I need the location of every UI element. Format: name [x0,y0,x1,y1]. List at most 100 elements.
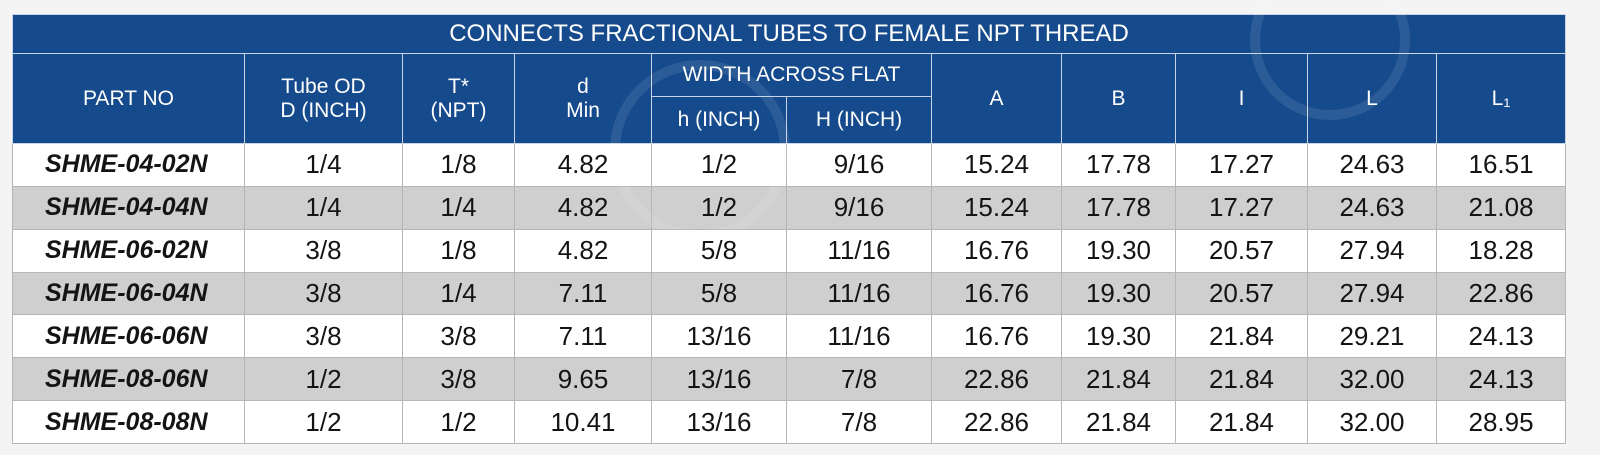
cell-thread: 1/2 [402,400,515,444]
cell-l: 27.94 [1307,271,1437,316]
cell-i: 17.27 [1175,143,1308,187]
table-row: SHME-08-06N 1/2 3/8 9.65 13/16 7/8 22.86 21.84 2… [12,357,1567,402]
cell-part-no: SHME-08-08N [12,400,245,444]
cell-tube-od: 3/8 [244,271,403,316]
cell-l: 32.00 [1307,400,1437,444]
table-row: SHME-06-04N 3/8 1/4 7.11 5/8 11/16 16.76 19.30 2… [12,271,1567,316]
cell-h-large: 11/16 [786,271,932,316]
spec-table-container: CONNECTS FRACTIONAL TUBES TO FEMALE NPT … [11,14,1567,444]
cell-thread: 1/8 [402,228,515,273]
cell-d-min: 7.11 [514,271,652,316]
cell-l: 24.63 [1307,185,1437,230]
cell-i: 20.57 [1175,228,1308,273]
cell-tube-od: 1/4 [244,143,403,187]
cell-a: 22.86 [931,357,1062,402]
cell-l: 32.00 [1307,357,1437,402]
cell-b: 19.30 [1061,228,1176,273]
cell-thread: 1/4 [402,271,515,316]
table-row: SHME-06-02N 3/8 1/8 4.82 5/8 11/16 16.76 19.30 2… [12,228,1567,273]
cell-l1: 24.13 [1435,314,1567,359]
cell-h-small: 5/8 [651,271,787,316]
cell-i: 20.57 [1175,271,1308,316]
cell-tube-od: 3/8 [244,228,403,273]
header-tube-od: Tube OD D (INCH) [244,53,403,144]
spec-table: CONNECTS FRACTIONAL TUBES TO FEMALE NPT … [11,14,1567,444]
cell-h-small: 1/2 [651,143,787,187]
header-i: I [1175,53,1308,144]
table-row: SHME-04-04N 1/4 1/4 4.82 1/2 9/16 15.24 17.78 17… [12,185,1567,230]
cell-b: 19.30 [1061,314,1176,359]
cell-h-large: 9/16 [786,143,932,187]
cell-a: 15.24 [931,185,1062,230]
cell-i: 21.84 [1175,357,1308,402]
header-a: A [931,53,1062,144]
header-d-min-line1: d [577,74,589,98]
cell-thread: 1/8 [402,143,515,187]
cell-h-small: 5/8 [651,228,787,273]
spec-table-body: SHME-04-02N 1/4 1/8 4.82 1/2 9/16 15.24 17.78 17… [12,143,1567,444]
cell-tube-od: 3/8 [244,314,403,359]
cell-b: 17.78 [1061,143,1176,187]
cell-h-large: 7/8 [786,357,932,402]
cell-b: 17.78 [1061,185,1176,230]
header-tube-od-line2: D (INCH) [280,98,367,122]
cell-thread: 3/8 [402,357,515,402]
cell-a: 16.76 [931,314,1062,359]
table-row: SHME-04-02N 1/4 1/8 4.82 1/2 9/16 15.24 17.78 17… [12,143,1567,187]
cell-h-small: 13/16 [651,400,787,444]
cell-part-no: SHME-06-04N [12,271,245,316]
cell-thread: 1/4 [402,185,515,230]
cell-part-no: SHME-04-04N [12,185,245,230]
cell-thread: 3/8 [402,314,515,359]
cell-l1: 22.86 [1435,271,1567,316]
cell-b: 21.84 [1061,357,1176,402]
cell-l1: 16.51 [1435,143,1567,187]
cell-a: 16.76 [931,271,1062,316]
cell-tube-od: 1/4 [244,185,403,230]
cell-a: 22.86 [931,400,1062,444]
cell-a: 15.24 [931,143,1062,187]
cell-d-min: 10.41 [514,400,652,444]
cell-part-no: SHME-06-06N [12,314,245,359]
cell-d-min: 4.82 [514,228,652,273]
header-h-small-inch: h (INCH) [651,96,787,144]
cell-i: 21.84 [1175,314,1308,359]
cell-a: 16.76 [931,228,1062,273]
header-thread-line1: T* [448,74,469,98]
cell-d-min: 7.11 [514,314,652,359]
header-l: L [1307,53,1437,144]
header-part-no: PART NO [12,53,245,144]
cell-d-min: 9.65 [514,357,652,402]
header-d-min: d Min [514,53,652,144]
table-title: CONNECTS FRACTIONAL TUBES TO FEMALE NPT … [11,14,1567,54]
table-row: SHME-08-08N 1/2 1/2 10.41 13/16 7/8 22.86 21.84… [12,400,1567,444]
cell-l: 27.94 [1307,228,1437,273]
cell-l1: 28.95 [1435,400,1567,444]
cell-l1: 21.08 [1435,185,1567,230]
cell-part-no: SHME-08-06N [12,357,245,402]
header-d-min-line2: Min [566,98,600,122]
cell-part-no: SHME-04-02N [12,143,245,187]
cell-h-large: 9/16 [786,185,932,230]
header-width-across-flat: WIDTH ACROSS FLAT [651,53,932,97]
cell-h-large: 7/8 [786,400,932,444]
cell-b: 21.84 [1061,400,1176,444]
header-thread-line2: (NPT) [430,98,487,122]
cell-l1: 18.28 [1435,228,1567,273]
cell-h-small: 1/2 [651,185,787,230]
header-thread: T* (NPT) [402,53,515,144]
cell-h-small: 13/16 [651,314,787,359]
table-row: SHME-06-06N 3/8 3/8 7.11 13/16 11/16 16.76 19.3… [12,314,1567,359]
header-b: B [1061,53,1176,144]
cell-h-small: 13/16 [651,357,787,402]
cell-l: 24.63 [1307,143,1437,187]
cell-b: 19.30 [1061,271,1176,316]
cell-l1: 24.13 [1435,357,1567,402]
cell-h-large: 11/16 [786,314,932,359]
cell-i: 21.84 [1175,400,1308,444]
header-l1: L₁ [1435,53,1567,144]
cell-d-min: 4.82 [514,143,652,187]
cell-tube-od: 1/2 [244,400,403,444]
cell-tube-od: 1/2 [244,357,403,402]
cell-d-min: 4.82 [514,185,652,230]
